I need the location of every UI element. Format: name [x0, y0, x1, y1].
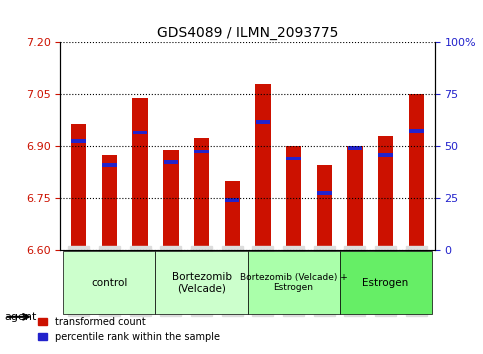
- Bar: [194, 150, 209, 153]
- Bar: [256, 120, 270, 124]
- Bar: [71, 139, 86, 143]
- Text: control: control: [91, 278, 128, 287]
- Title: GDS4089 / ILMN_2093775: GDS4089 / ILMN_2093775: [157, 26, 338, 40]
- Bar: [102, 155, 117, 250]
- Bar: [409, 129, 424, 133]
- Text: Bortezomib (Velcade) +
Estrogen: Bortezomib (Velcade) + Estrogen: [240, 273, 347, 292]
- Bar: [347, 146, 363, 250]
- Bar: [409, 95, 424, 250]
- FancyBboxPatch shape: [248, 251, 340, 314]
- Bar: [133, 131, 147, 135]
- Bar: [71, 124, 86, 250]
- FancyBboxPatch shape: [340, 251, 432, 314]
- Bar: [378, 136, 393, 250]
- Bar: [317, 191, 331, 195]
- Bar: [286, 146, 301, 250]
- Bar: [163, 150, 179, 250]
- Bar: [378, 153, 393, 157]
- Text: Estrogen: Estrogen: [362, 278, 409, 287]
- Text: agent: agent: [5, 312, 37, 322]
- Bar: [348, 146, 362, 150]
- Bar: [102, 164, 117, 167]
- Bar: [132, 98, 148, 250]
- Bar: [286, 156, 301, 160]
- FancyBboxPatch shape: [156, 251, 248, 314]
- FancyBboxPatch shape: [63, 251, 156, 314]
- Bar: [225, 198, 240, 202]
- Legend: transformed count, percentile rank within the sample: transformed count, percentile rank withi…: [34, 313, 224, 346]
- Bar: [164, 160, 178, 164]
- Bar: [225, 181, 240, 250]
- Text: Bortezomib
(Velcade): Bortezomib (Velcade): [171, 272, 231, 293]
- Bar: [255, 84, 270, 250]
- Bar: [194, 138, 209, 250]
- Bar: [316, 165, 332, 250]
